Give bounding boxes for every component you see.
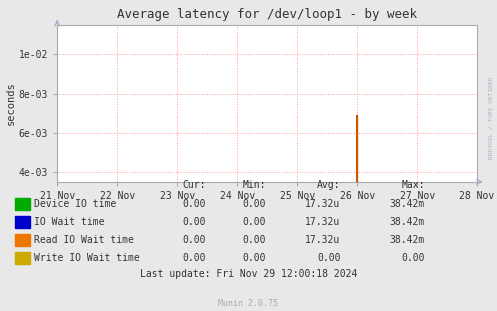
Text: IO Wait time: IO Wait time [34,217,104,227]
Title: Average latency for /dev/loop1 - by week: Average latency for /dev/loop1 - by week [117,8,417,21]
Text: 0.00: 0.00 [183,235,206,245]
Text: 17.32u: 17.32u [305,235,340,245]
Text: Read IO Wait time: Read IO Wait time [34,235,134,245]
Text: Write IO Wait time: Write IO Wait time [34,253,140,263]
Text: Device IO time: Device IO time [34,199,116,209]
Text: 0.00: 0.00 [183,217,206,227]
Text: Munin 2.0.75: Munin 2.0.75 [219,299,278,308]
Text: 38.42m: 38.42m [390,199,425,209]
Text: 0.00: 0.00 [183,253,206,263]
Text: 38.42m: 38.42m [390,217,425,227]
Text: 17.32u: 17.32u [305,199,340,209]
Text: Avg:: Avg: [317,180,340,190]
Text: 0.00: 0.00 [317,253,340,263]
Text: 0.00: 0.00 [243,253,266,263]
Y-axis label: seconds: seconds [6,81,16,125]
Text: 0.00: 0.00 [243,217,266,227]
Text: Cur:: Cur: [183,180,206,190]
Text: 0.00: 0.00 [402,253,425,263]
Text: 0.00: 0.00 [243,235,266,245]
Text: Min:: Min: [243,180,266,190]
Text: Max:: Max: [402,180,425,190]
Text: 0.00: 0.00 [243,199,266,209]
Text: 0.00: 0.00 [183,199,206,209]
Text: Last update: Fri Nov 29 12:00:18 2024: Last update: Fri Nov 29 12:00:18 2024 [140,269,357,279]
Text: RRDTOOL / TOBI OETIKER: RRDTOOL / TOBI OETIKER [489,77,494,160]
Text: 17.32u: 17.32u [305,217,340,227]
Text: 38.42m: 38.42m [390,235,425,245]
